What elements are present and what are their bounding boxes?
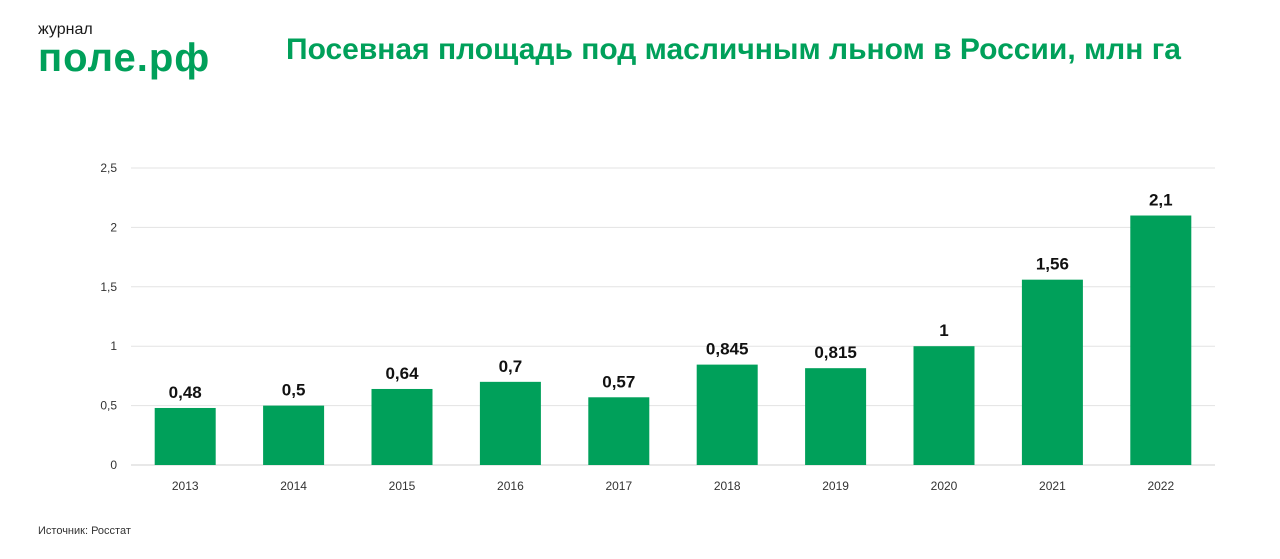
bar [1130, 215, 1192, 465]
bar [479, 381, 541, 465]
y-tick-label: 0 [110, 458, 117, 472]
x-tick-label: 2018 [714, 479, 741, 493]
bar [913, 346, 975, 465]
data-label: 1 [939, 321, 948, 340]
x-tick-label: 2015 [389, 479, 416, 493]
data-label: 0,7 [499, 357, 523, 376]
y-tick-label: 2,5 [100, 161, 117, 175]
chart-title: Посевная площадь под масличным льном в Р… [286, 33, 1181, 66]
data-label: 0,5 [282, 381, 306, 400]
bar [371, 388, 433, 465]
y-tick-label: 0,5 [100, 399, 117, 413]
y-tick-label: 2 [110, 220, 117, 234]
data-label: 2,1 [1149, 191, 1173, 210]
x-tick-label: 2014 [280, 479, 307, 493]
data-label: 0,845 [706, 340, 749, 359]
data-label: 1,56 [1036, 255, 1069, 274]
x-tick-label: 2017 [605, 479, 632, 493]
logo-big-text: поле.рф [38, 36, 211, 80]
data-label: 0,64 [385, 364, 419, 383]
source-note: Источник: Росстат [38, 525, 131, 537]
y-tick-label: 1 [110, 339, 117, 353]
brand-logo: журнал поле.рф [38, 21, 211, 80]
x-tick-label: 2020 [931, 479, 958, 493]
x-tick-label: 2022 [1147, 479, 1174, 493]
bar [696, 364, 758, 465]
bar [263, 405, 325, 465]
x-tick-label: 2021 [1039, 479, 1066, 493]
x-tick-label: 2019 [822, 479, 849, 493]
data-label: 0,48 [169, 383, 202, 402]
x-tick-label: 2016 [497, 479, 524, 493]
data-label: 0,57 [602, 372, 635, 391]
bar [588, 397, 650, 465]
x-tick-label: 2013 [172, 479, 199, 493]
logo-small-text: журнал [38, 21, 93, 38]
bar [805, 368, 867, 465]
bar [1021, 279, 1083, 465]
data-label: 0,815 [814, 343, 857, 362]
y-tick-label: 1,5 [100, 280, 117, 294]
bar [154, 407, 216, 465]
